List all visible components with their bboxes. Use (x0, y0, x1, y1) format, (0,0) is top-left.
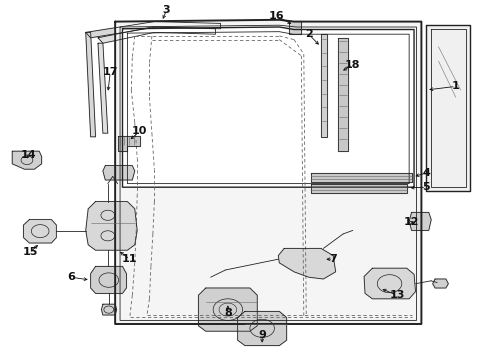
Polygon shape (86, 202, 137, 250)
Text: 2: 2 (305, 29, 313, 39)
Text: 18: 18 (345, 60, 361, 70)
Polygon shape (278, 248, 336, 279)
Polygon shape (12, 151, 42, 169)
Polygon shape (122, 27, 414, 187)
Text: 6: 6 (67, 272, 75, 282)
Polygon shape (86, 32, 96, 137)
Polygon shape (91, 266, 126, 293)
Text: 5: 5 (422, 182, 430, 192)
Polygon shape (433, 279, 448, 288)
Polygon shape (311, 173, 412, 182)
Polygon shape (98, 27, 216, 43)
Polygon shape (86, 22, 220, 38)
Polygon shape (118, 136, 140, 151)
Text: 3: 3 (163, 5, 171, 15)
Text: 13: 13 (389, 290, 405, 300)
Polygon shape (289, 21, 301, 34)
Polygon shape (98, 43, 108, 133)
Text: 17: 17 (102, 67, 118, 77)
Text: 16: 16 (269, 11, 285, 21)
Polygon shape (338, 38, 348, 151)
Text: 11: 11 (122, 254, 138, 264)
Polygon shape (321, 34, 327, 137)
Polygon shape (364, 268, 416, 299)
Polygon shape (426, 25, 470, 191)
Text: 15: 15 (23, 247, 38, 257)
Text: 9: 9 (258, 330, 266, 340)
Text: 7: 7 (329, 254, 337, 264)
Polygon shape (409, 212, 431, 230)
Text: 14: 14 (21, 150, 36, 160)
Polygon shape (198, 288, 257, 331)
Polygon shape (24, 220, 56, 243)
Text: 12: 12 (404, 217, 419, 228)
Text: 8: 8 (224, 308, 232, 318)
Polygon shape (103, 166, 135, 180)
Text: 10: 10 (132, 126, 147, 136)
Polygon shape (101, 304, 117, 315)
Text: 4: 4 (422, 168, 430, 178)
Polygon shape (311, 184, 407, 193)
Text: 1: 1 (452, 81, 460, 91)
Polygon shape (115, 20, 421, 324)
Polygon shape (238, 311, 287, 346)
